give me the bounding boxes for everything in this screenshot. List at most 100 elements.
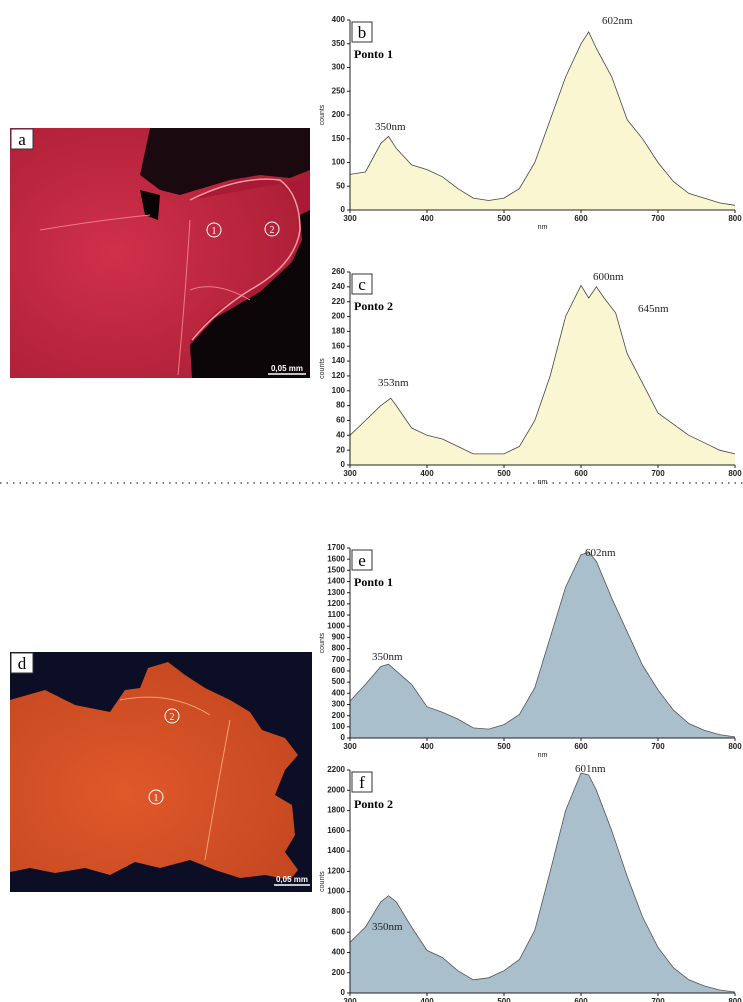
y-tick-label: 140 — [332, 356, 346, 365]
chart-title: Ponto 2 — [354, 299, 393, 313]
micrograph-a: a 1 2 0,05 mm — [10, 128, 310, 378]
annotation: 602nm — [585, 547, 616, 559]
annotation: 600nm — [593, 271, 624, 283]
y-tick-label: 100 — [332, 722, 346, 731]
panel-box — [351, 549, 373, 571]
y-tick-label: 120 — [332, 371, 346, 380]
y-tick-label: 0 — [341, 733, 346, 742]
y-tick-label: 1500 — [327, 565, 345, 574]
y-tick-label: 600 — [332, 666, 346, 675]
line — [349, 284, 736, 455]
x-tick-label: 600 — [574, 469, 588, 478]
x-tick-label: 500 — [497, 214, 511, 223]
y-tick-label: 350 — [332, 39, 346, 48]
x-tick-label: 600 — [574, 214, 588, 223]
y-tick-label: 80 — [336, 401, 345, 410]
y-tick-label: 220 — [332, 297, 346, 306]
x-tick-label: 300 — [343, 742, 357, 751]
y-tick-label: 700 — [332, 655, 346, 664]
y-tick-label: 1200 — [327, 599, 345, 608]
y-tick-label: 400 — [332, 948, 346, 957]
y-tick-label: 180 — [332, 326, 346, 335]
panel-label: c — [358, 275, 366, 294]
y-tick-label: 800 — [332, 907, 346, 916]
annotation: 645nm — [638, 303, 669, 315]
x-tick-label: 700 — [651, 214, 665, 223]
x-tick-label: 400 — [420, 742, 434, 751]
y-tick-label: 200 — [332, 312, 346, 321]
y-tick-label: 2000 — [327, 785, 345, 794]
y-tick-label: 60 — [336, 416, 345, 425]
annotation: 350nm — [372, 921, 403, 933]
y-tick-label: 1100 — [328, 610, 346, 619]
x-tick-label: 600 — [574, 997, 588, 1002]
y-tick-label: 300 — [332, 700, 346, 709]
y-tick-label: 600 — [332, 927, 346, 936]
x-tick-label: 300 — [343, 997, 357, 1002]
annotation: 350nm — [372, 651, 403, 663]
y-tick-label: 200 — [332, 968, 346, 977]
y-axis-label: counts — [319, 871, 326, 892]
y-tick-label: 1600 — [327, 554, 345, 563]
x-tick-label: 300 — [343, 214, 357, 223]
y-tick-label: 400 — [332, 688, 346, 697]
y-axis-label: counts — [319, 358, 326, 379]
line — [349, 31, 736, 206]
y-tick-label: 240 — [332, 282, 346, 291]
x-tick-label: 400 — [420, 997, 434, 1002]
panel-label: d — [18, 654, 27, 673]
x-tick-label: 500 — [497, 997, 511, 1002]
y-tick-label: 100 — [332, 158, 346, 167]
panel-label: f — [359, 773, 365, 792]
y-tick-label: 100 — [332, 386, 346, 395]
y-tick-label: 200 — [332, 711, 346, 720]
x-tick-label: 700 — [651, 742, 665, 751]
panel-box — [351, 771, 373, 793]
x-tick-label: 700 — [651, 997, 665, 1002]
y-axis-label: counts — [319, 632, 326, 653]
y-tick-label: 1800 — [327, 806, 345, 815]
x-axis-label: nm — [538, 479, 548, 486]
y-tick-label: 1000 — [327, 887, 345, 896]
y-tick-label: 0 — [341, 988, 346, 997]
area — [350, 552, 735, 738]
y-tick-label: 800 — [332, 644, 346, 653]
x-tick-label: 700 — [651, 469, 665, 478]
point-label: 2 — [270, 225, 275, 236]
point-label: 1 — [212, 226, 217, 237]
x-tick-label: 800 — [728, 997, 742, 1002]
panel-label: a — [18, 130, 26, 149]
y-tick-label: 1400 — [327, 577, 345, 586]
chart-title: Ponto 1 — [354, 47, 393, 61]
x-tick-label: 600 — [574, 742, 588, 751]
y-tick-label: 200 — [332, 110, 346, 119]
y-tick-label: 0 — [341, 460, 346, 469]
chart-title: Ponto 2 — [354, 797, 393, 811]
y-tick-label: 300 — [332, 63, 346, 72]
y-tick-label: 50 — [336, 181, 345, 190]
y-tick-label: 150 — [332, 134, 346, 143]
y-tick-label: 2200 — [327, 765, 345, 774]
x-tick-label: 800 — [728, 214, 742, 223]
annotation: 602nm — [602, 15, 633, 27]
y-tick-label: 250 — [332, 86, 346, 95]
chart-title: Ponto 1 — [354, 575, 393, 589]
area — [350, 285, 735, 465]
scale-label: 0,05 mm — [271, 364, 303, 373]
x-tick-label: 800 — [728, 469, 742, 478]
x-tick-label: 400 — [420, 469, 434, 478]
y-axis-label: counts — [319, 104, 326, 125]
y-tick-label: 20 — [336, 445, 345, 454]
x-tick-label: 400 — [420, 214, 434, 223]
y-tick-label: 1000 — [327, 621, 345, 630]
x-tick-label: 800 — [728, 742, 742, 751]
panel-box — [351, 273, 373, 295]
x-axis-label: nm — [538, 224, 548, 231]
y-tick-label: 400 — [332, 15, 346, 24]
y-tick-label: 900 — [332, 633, 346, 642]
annotation: 353nm — [378, 377, 409, 389]
x-axis-label: nm — [538, 752, 548, 759]
area — [350, 31, 735, 211]
line — [349, 552, 736, 738]
